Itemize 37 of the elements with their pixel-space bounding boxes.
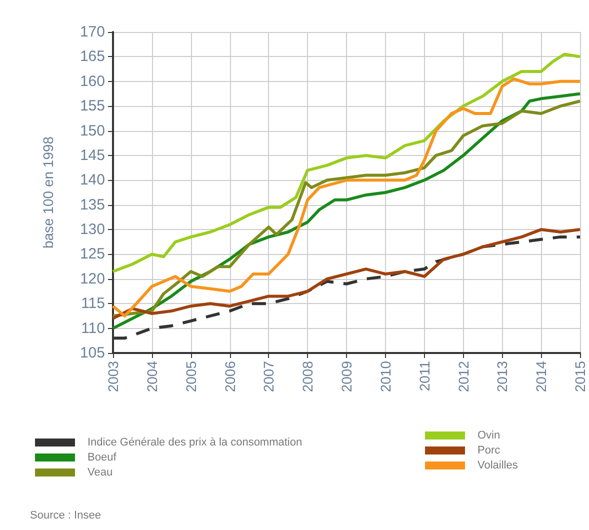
x-tick-label: 2008: [300, 360, 316, 392]
y-tick-label: 110: [81, 320, 105, 337]
legend-label: Volailles: [478, 460, 518, 472]
legend-label: Porc: [478, 444, 501, 456]
y-tick-label: 125: [80, 246, 105, 263]
x-tick-label: 2014: [533, 360, 550, 392]
x-tick-label: 2006: [222, 360, 238, 392]
x-tick-label: 2005: [182, 360, 199, 392]
y-tick-label: 150: [80, 122, 105, 140]
y-tick-label: 120: [80, 270, 105, 288]
y-axis-title: base 100 en 1998: [40, 136, 56, 249]
x-tick-label: 2013: [494, 360, 510, 392]
y-tick-label: 165: [80, 48, 105, 66]
legend-label: Veau: [88, 466, 113, 478]
x-tick-label: 2011: [416, 360, 432, 392]
y-tick-label: 135: [80, 196, 105, 214]
legend-label: Boeuf: [88, 452, 118, 464]
y-tick-label: 105: [80, 344, 105, 362]
legend-label: Indice Générale des prix à la consommation: [88, 436, 302, 448]
y-tick-label: 115: [81, 295, 105, 312]
y-tick-label: 140: [80, 172, 105, 189]
source-note: Source : Insee: [30, 510, 101, 522]
legend-label: Ovin: [478, 430, 500, 442]
x-tick-label: 2004: [144, 360, 160, 392]
x-tick-label: 2015: [572, 360, 588, 392]
line-series: [112, 228, 582, 320]
y-tick-label: 130: [80, 221, 105, 238]
y-tick-label: 160: [80, 72, 105, 90]
y-tick-label: 155: [80, 98, 105, 115]
y-tick-label: 170: [80, 24, 105, 40]
x-tick-label: 2010: [377, 360, 394, 392]
x-tick-label: 2007: [260, 360, 277, 392]
x-tick-label: 2012: [455, 360, 472, 392]
x-tick-label: 2009: [338, 360, 354, 392]
y-tick-label: 145: [80, 146, 105, 164]
line-series: [112, 52, 582, 274]
x-tick-label: 2003: [105, 360, 121, 392]
